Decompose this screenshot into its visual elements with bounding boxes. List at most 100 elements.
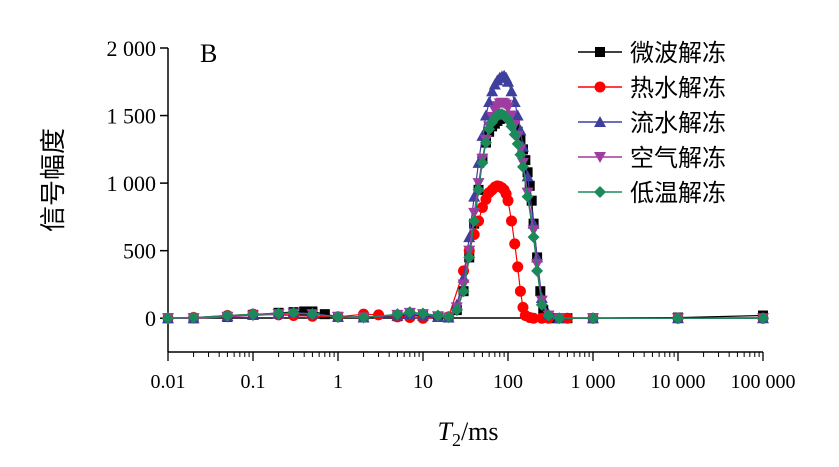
data-point bbox=[528, 312, 540, 324]
data-point bbox=[162, 312, 174, 325]
data-point bbox=[357, 311, 370, 324]
data-point bbox=[391, 308, 404, 321]
data-point bbox=[672, 312, 684, 325]
data-point bbox=[511, 109, 524, 121]
data-point bbox=[502, 102, 514, 114]
data-point bbox=[476, 156, 489, 169]
x-tick-label: 0.01 bbox=[151, 371, 186, 393]
y-tick-label: 1 500 bbox=[107, 104, 157, 129]
data-point bbox=[319, 309, 330, 320]
data-point bbox=[527, 225, 540, 237]
x-tick-label: 100 bbox=[493, 371, 523, 393]
y-axis-label: 信号幅度 bbox=[39, 128, 69, 232]
data-point bbox=[373, 309, 385, 321]
data-point bbox=[594, 152, 606, 163]
data-point bbox=[505, 110, 518, 122]
data-point bbox=[595, 47, 605, 57]
data-point bbox=[457, 285, 470, 298]
data-point bbox=[479, 136, 492, 149]
data-point bbox=[450, 304, 463, 317]
data-point bbox=[514, 148, 527, 161]
data-point bbox=[594, 81, 606, 93]
y-tick-label: 0 bbox=[145, 306, 156, 331]
x-tick-label: 10 000 bbox=[651, 371, 706, 393]
data-point bbox=[272, 307, 285, 320]
data-point bbox=[457, 279, 470, 291]
x-axis-label-main: T bbox=[437, 417, 453, 446]
y-tick-label: 2 000 bbox=[107, 36, 157, 61]
data-point bbox=[587, 312, 599, 325]
legend-label: 空气解冻 bbox=[630, 144, 726, 172]
legend-label: 低温解冻 bbox=[630, 179, 726, 207]
legend-item: 流水解冻 bbox=[578, 109, 726, 137]
data-point bbox=[221, 309, 234, 322]
data-point bbox=[506, 215, 518, 227]
data-point bbox=[247, 308, 259, 321]
data-point bbox=[594, 186, 606, 198]
data-point bbox=[594, 116, 606, 127]
x-tick-label: 100 000 bbox=[731, 371, 796, 393]
legend-label: 流水解冻 bbox=[630, 109, 726, 137]
data-point bbox=[524, 180, 535, 191]
data-point bbox=[468, 207, 481, 219]
data-point bbox=[287, 306, 300, 319]
data-point bbox=[502, 195, 514, 207]
x-axis-label-subscript: 2 bbox=[452, 430, 461, 450]
data-point bbox=[531, 264, 544, 277]
data-point bbox=[483, 96, 496, 108]
data-point bbox=[502, 75, 514, 87]
legend-item: 低温解冻 bbox=[578, 179, 726, 207]
data-point bbox=[486, 85, 499, 97]
data-point bbox=[463, 245, 476, 257]
data-point bbox=[514, 285, 526, 297]
x-axis-label-unit: /ms bbox=[461, 417, 499, 446]
x-tick-label: 1 bbox=[333, 371, 343, 393]
legend-label: 热水解冻 bbox=[630, 74, 726, 102]
data-point bbox=[757, 312, 769, 325]
data-point bbox=[299, 306, 310, 317]
data-point bbox=[542, 309, 555, 322]
data-point bbox=[463, 251, 476, 264]
x-tick-label: 10 bbox=[413, 371, 433, 393]
data-point bbox=[531, 259, 544, 271]
y-tick-label: 1 000 bbox=[107, 171, 157, 196]
legend-label: 微波解冻 bbox=[630, 39, 726, 67]
data-point bbox=[306, 308, 319, 321]
data-point bbox=[403, 306, 416, 319]
data-point bbox=[472, 178, 485, 190]
data-point bbox=[527, 231, 540, 244]
data-point bbox=[508, 128, 521, 141]
axes: 0 500 1 000 1 500 2 000 0.01 0.1 1 10 100 1 000 10 … bbox=[107, 36, 796, 393]
data-point bbox=[516, 160, 529, 173]
legend-item: 热水解冻 bbox=[578, 74, 726, 102]
data-point bbox=[515, 134, 526, 145]
data-point bbox=[526, 195, 537, 206]
data-point bbox=[521, 190, 534, 203]
legend-item: 微波解冻 bbox=[578, 39, 726, 67]
legend-item: 空气解冻 bbox=[578, 144, 726, 172]
data-point bbox=[511, 137, 524, 150]
data-point bbox=[479, 109, 492, 121]
data-point bbox=[187, 311, 200, 324]
data-point bbox=[442, 310, 455, 323]
data-point bbox=[535, 298, 548, 311]
data-point bbox=[512, 261, 524, 273]
x-axis-label: T2/ms bbox=[437, 417, 498, 450]
x-tick-label: 1 000 bbox=[571, 371, 616, 393]
series-5 bbox=[162, 108, 769, 325]
data-point bbox=[472, 183, 485, 196]
data-point bbox=[417, 307, 429, 320]
x-tick-label: 0.1 bbox=[241, 371, 266, 393]
data-point bbox=[553, 312, 566, 325]
data-point bbox=[431, 309, 444, 322]
data-point bbox=[509, 238, 521, 250]
series-layer bbox=[162, 69, 769, 325]
data-point bbox=[468, 214, 481, 227]
panel-label: B bbox=[200, 39, 217, 68]
data-point bbox=[538, 305, 549, 316]
data-point bbox=[332, 310, 344, 323]
y-tick-label: 500 bbox=[123, 239, 156, 264]
data-point bbox=[505, 85, 518, 97]
